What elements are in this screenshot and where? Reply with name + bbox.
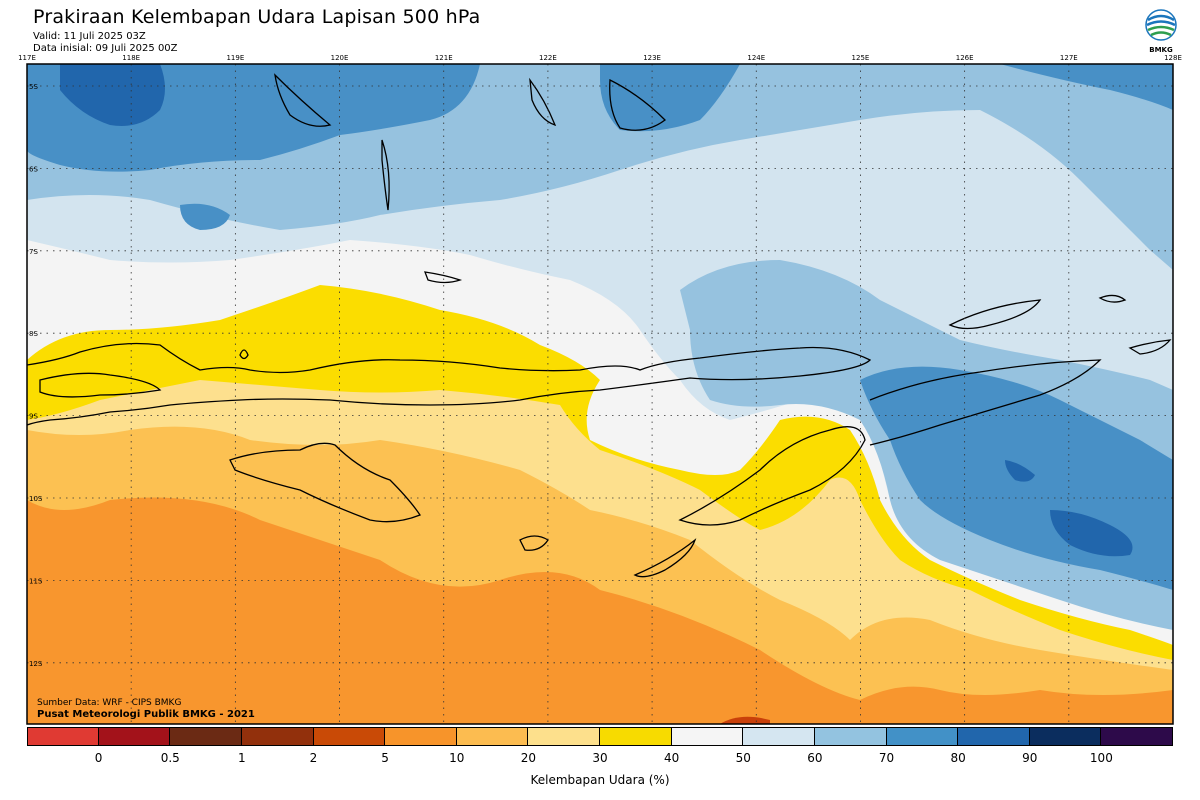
logo-text: BMKG (1149, 46, 1173, 54)
longitude-label: 117E (18, 54, 36, 62)
coastline-selayar (381, 139, 390, 211)
colorbar-segment (241, 727, 314, 746)
coastline-romang (1098, 294, 1127, 303)
latitude-label: 11S (29, 577, 43, 585)
initial-time: Data inisial: 09 Juli 2025 00Z (33, 43, 178, 54)
longitude-label: 124E (747, 54, 765, 62)
map-frame (26, 63, 1174, 725)
field-dark-blue-se (1050, 510, 1133, 557)
bmkg-logo: BMKG (1142, 8, 1180, 58)
longitude-label: 123E (643, 54, 661, 62)
colorbar-tick-label: 30 (592, 751, 608, 765)
longitude-labels: 117E 118E 119E 120E 121E 122E 123E 124E 125E 126E… (18, 54, 1182, 62)
colorbar-tick-label: 5 (381, 751, 389, 765)
colorbar (27, 727, 1173, 746)
longitude-label: 120E (331, 54, 349, 62)
colorbar-segment (1029, 727, 1102, 746)
longitude-label: 125E (852, 54, 870, 62)
coastline-timor (678, 426, 866, 526)
coastline-islet (239, 349, 249, 360)
colorbar-segment (886, 727, 959, 746)
colorbar-tick-label: 20 (520, 751, 537, 765)
colorbar-segment (385, 727, 457, 746)
colorbar-tick-label: 80 (950, 751, 966, 765)
colorbar-segment (98, 727, 171, 746)
colorbar-tick-label: 40 (663, 751, 680, 765)
coastline-sabu (633, 538, 697, 578)
latitude-label: 6S (29, 165, 38, 173)
coastline-wetar (948, 299, 1042, 330)
field-dark-blue-nw (60, 64, 165, 126)
colorbar-segment (27, 727, 99, 746)
colorbar-segment (456, 727, 529, 746)
coastline-lesser-sunda (27, 342, 872, 426)
colorbar-tick-label: 0 (94, 751, 103, 765)
field-deep-orange (720, 716, 770, 724)
field-blue-ne (1000, 64, 1173, 110)
longitude-label: 122E (539, 54, 557, 62)
colorbar-tick-label: 2 (309, 751, 318, 765)
coastline-lombok (39, 372, 162, 398)
longitude-label: 127E (1060, 54, 1078, 62)
colorbar-tick-label: 10 (449, 751, 465, 765)
longitude-label: 121E (435, 54, 453, 62)
coastline-sumba (229, 442, 421, 523)
coastlines (27, 73, 1172, 578)
humidity-field (27, 64, 1173, 724)
colorbar-tick-label: 1 (238, 751, 246, 765)
colorbar-segment (313, 727, 386, 746)
colorbar-segment (743, 727, 815, 746)
colorbar-label: Kelembapan Udara (%) (530, 773, 670, 787)
colorbar-tick-label: 50 (735, 751, 751, 765)
coastline-sulawesi-se (529, 77, 557, 127)
latitude-label: 7S (29, 248, 38, 256)
colorbar-segment (814, 727, 887, 746)
latitude-label: 8S (29, 330, 38, 338)
colorbar-tick-label: 70 (878, 751, 895, 765)
colorbar-segment (170, 727, 242, 746)
latitude-label: 10S (29, 495, 43, 503)
coastline-babar (1128, 339, 1172, 355)
data-source: Sumber Data: WRF - CIPS BMKG (37, 698, 182, 708)
colorbar-segment (528, 727, 600, 746)
field-dark-blue-spot (1005, 460, 1035, 482)
map-title: Prakiraan Kelembapan Udara Lapisan 500 h… (33, 6, 481, 28)
field-blue-n (600, 64, 740, 132)
colorbar-tick-label: 0.5 (160, 751, 180, 765)
colorbar-tick-label: 60 (807, 751, 823, 765)
longitude-label: 119E (226, 54, 244, 62)
bmkg-logo-icon (1145, 9, 1177, 41)
field-blue-spot (180, 203, 230, 230)
colorbar-segment (600, 727, 672, 746)
valid-time: Valid: 11 Juli 2025 03Z (33, 31, 146, 42)
colorbar-segment (671, 727, 744, 746)
latitude-labels: 5S 6S 7S 8S 9S 10S 11S 12S (29, 83, 43, 668)
organization-credit: Pusat Meteorologi Publik BMKG - 2021 (37, 709, 255, 720)
latitude-label: 9S (29, 413, 38, 421)
latitude-label: 5S (29, 83, 38, 91)
colorbar-segment (1101, 727, 1173, 746)
colorbar-tick-label: 90 (1022, 751, 1038, 765)
longitude-label: 118E (122, 54, 140, 62)
coastline-rote (519, 535, 549, 551)
coastline-buton (609, 78, 666, 131)
coastline-sulawesi-sw (274, 73, 332, 127)
coastline-east (869, 359, 1102, 446)
longitude-label: 126E (956, 54, 974, 62)
graticule (27, 64, 1173, 724)
coastline-kalao (424, 271, 463, 284)
latitude-label: 12S (29, 660, 43, 668)
longitude-label: 128E (1164, 54, 1182, 62)
colorbar-segment (958, 727, 1030, 746)
colorbar-tick-label: 100 (1089, 751, 1113, 765)
